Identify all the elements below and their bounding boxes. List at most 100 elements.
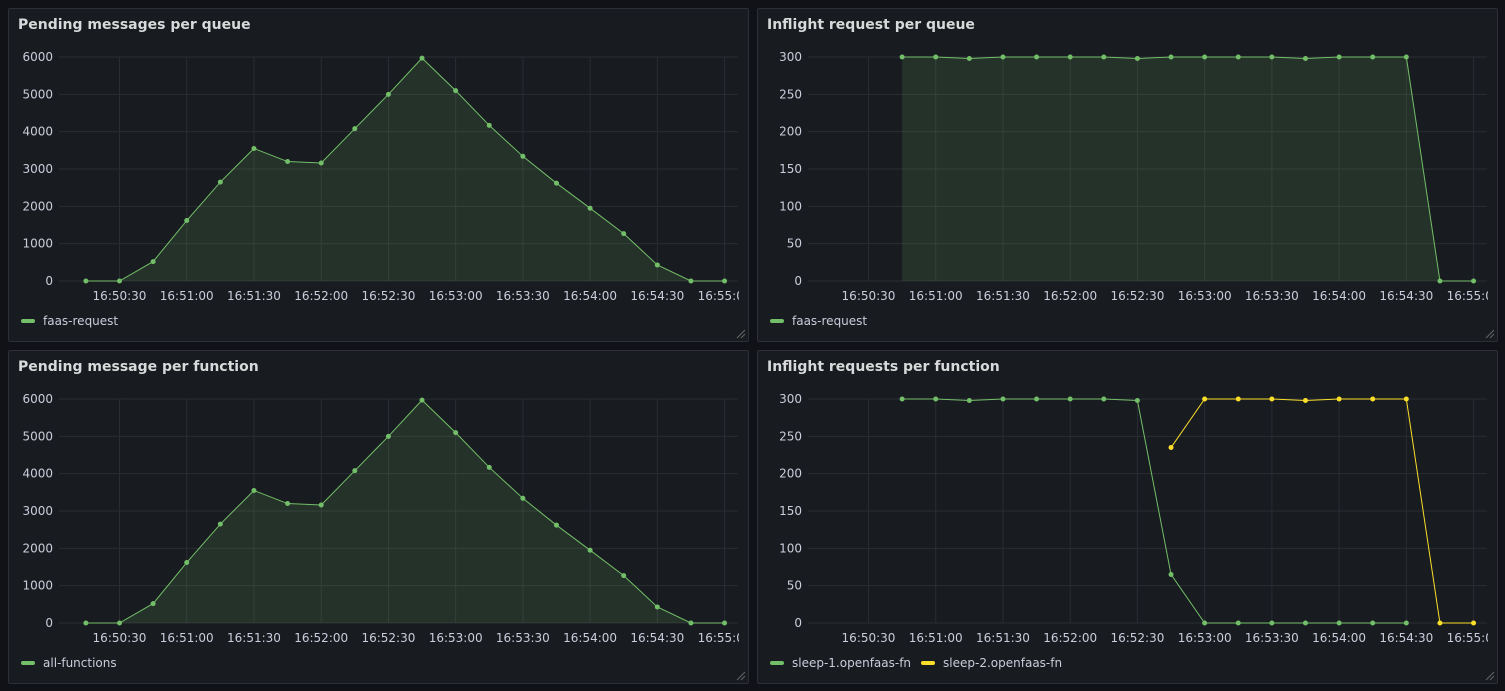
data-point[interactable] xyxy=(1302,55,1308,61)
panel-title[interactable]: Pending message per function xyxy=(18,359,259,375)
data-point[interactable] xyxy=(1101,396,1107,402)
data-point[interactable] xyxy=(1403,620,1409,626)
data-point[interactable] xyxy=(1134,55,1140,61)
data-point[interactable] xyxy=(520,495,526,501)
legend-item[interactable]: sleep-2.openfaas-fn xyxy=(921,656,1062,670)
panel-pending-message-per-function[interactable]: Pending message per function 0 1000 2000 30… xyxy=(8,350,749,684)
data-point[interactable] xyxy=(1403,54,1409,60)
data-point[interactable] xyxy=(1370,620,1376,626)
data-point[interactable] xyxy=(318,502,324,508)
data-point[interactable] xyxy=(486,464,492,470)
data-point[interactable] xyxy=(1370,54,1376,60)
data-point[interactable] xyxy=(1269,54,1275,60)
data-point[interactable] xyxy=(1302,620,1308,626)
data-point[interactable] xyxy=(184,560,190,566)
data-point[interactable] xyxy=(1134,397,1140,403)
data-point[interactable] xyxy=(1235,54,1241,60)
data-point[interactable] xyxy=(285,501,291,507)
series-line[interactable] xyxy=(902,398,1407,624)
data-point[interactable] xyxy=(83,278,89,284)
data-point[interactable] xyxy=(352,126,358,132)
data-point[interactable] xyxy=(899,396,905,402)
data-point[interactable] xyxy=(1000,54,1006,60)
data-point[interactable] xyxy=(1235,620,1241,626)
data-point[interactable] xyxy=(654,262,660,268)
data-point[interactable] xyxy=(385,91,391,97)
data-point[interactable] xyxy=(453,430,459,436)
data-point[interactable] xyxy=(419,397,425,403)
data-point[interactable] xyxy=(722,278,728,284)
series-line[interactable] xyxy=(902,56,1474,282)
data-point[interactable] xyxy=(1437,620,1443,626)
data-point[interactable] xyxy=(966,397,972,403)
data-point[interactable] xyxy=(688,620,694,626)
data-point[interactable] xyxy=(1168,54,1174,60)
chart-pending-messages-per-queue[interactable]: 0 1000 2000 3000 4000 5000 6000 16:50:30 16:51:0… xyxy=(9,9,750,343)
data-point[interactable] xyxy=(688,278,694,284)
data-point[interactable] xyxy=(1336,54,1342,60)
data-point[interactable] xyxy=(1471,620,1477,626)
chart-inflight-request-per-queue[interactable]: 0 50 100 150 200 250 300 16:50:30 16:51:00 16:51:… xyxy=(758,9,1499,343)
data-point[interactable] xyxy=(1302,397,1308,403)
data-point[interactable] xyxy=(117,278,123,284)
resize-handle-icon[interactable] xyxy=(736,329,746,339)
data-point[interactable] xyxy=(1168,571,1174,577)
data-point[interactable] xyxy=(587,205,593,211)
data-point[interactable] xyxy=(1067,396,1073,402)
data-point[interactable] xyxy=(1067,54,1073,60)
data-point[interactable] xyxy=(1403,396,1409,402)
data-point[interactable] xyxy=(1437,278,1443,284)
resize-handle-icon[interactable] xyxy=(736,671,746,681)
panel-inflight-request-per-queue[interactable]: Inflight request per queue 0 50 100 150 200 2… xyxy=(757,8,1498,342)
data-point[interactable] xyxy=(1471,278,1477,284)
data-point[interactable] xyxy=(621,573,627,579)
data-point[interactable] xyxy=(654,604,660,610)
data-point[interactable] xyxy=(486,122,492,128)
legend-item[interactable]: faas-request xyxy=(770,314,867,328)
data-point[interactable] xyxy=(966,55,972,61)
data-point[interactable] xyxy=(1034,54,1040,60)
panel-title[interactable]: Pending messages per queue xyxy=(18,17,251,33)
data-point[interactable] xyxy=(1269,620,1275,626)
panel-title[interactable]: Inflight request per queue xyxy=(767,17,975,33)
data-point[interactable] xyxy=(722,620,728,626)
data-point[interactable] xyxy=(453,88,459,94)
data-point[interactable] xyxy=(1034,396,1040,402)
data-point[interactable] xyxy=(520,153,526,159)
panel-inflight-requests-per-function[interactable]: Inflight requests per function 0 50 100 150… xyxy=(757,350,1498,684)
data-point[interactable] xyxy=(1235,396,1241,402)
data-point[interactable] xyxy=(385,433,391,439)
series-line[interactable] xyxy=(1170,398,1474,624)
data-point[interactable] xyxy=(1336,620,1342,626)
data-point[interactable] xyxy=(419,55,425,61)
data-point[interactable] xyxy=(1101,54,1107,60)
data-point[interactable] xyxy=(621,231,627,237)
data-point[interactable] xyxy=(251,487,257,493)
chart-inflight-requests-per-function[interactable]: 0 50 100 150 200 250 300 16:50:30 16:51:00 16:51:… xyxy=(758,351,1499,685)
resize-handle-icon[interactable] xyxy=(1485,671,1495,681)
panel-title[interactable]: Inflight requests per function xyxy=(767,359,1000,375)
data-point[interactable] xyxy=(251,145,257,151)
data-point[interactable] xyxy=(1202,396,1208,402)
data-point[interactable] xyxy=(933,396,939,402)
data-point[interactable] xyxy=(1202,54,1208,60)
legend-item[interactable]: sleep-1.openfaas-fn xyxy=(770,656,911,670)
data-point[interactable] xyxy=(553,522,559,528)
data-point[interactable] xyxy=(587,547,593,553)
chart-pending-message-per-function[interactable]: 0 1000 2000 3000 4000 5000 6000 16:50:30 16:51:0… xyxy=(9,351,750,685)
data-point[interactable] xyxy=(553,180,559,186)
data-point[interactable] xyxy=(83,620,89,626)
legend-item[interactable]: all-functions xyxy=(21,656,117,670)
panel-pending-messages-per-queue[interactable]: Pending messages per queue 0 1000 2000 3000… xyxy=(8,8,749,342)
legend-item[interactable]: faas-request xyxy=(21,314,118,328)
data-point[interactable] xyxy=(1202,620,1208,626)
data-point[interactable] xyxy=(117,620,123,626)
series-line[interactable] xyxy=(85,399,725,624)
data-point[interactable] xyxy=(1370,396,1376,402)
data-point[interactable] xyxy=(217,179,223,185)
data-point[interactable] xyxy=(150,601,156,607)
data-point[interactable] xyxy=(933,54,939,60)
data-point[interactable] xyxy=(217,521,223,527)
data-point[interactable] xyxy=(1269,396,1275,402)
data-point[interactable] xyxy=(1168,445,1174,451)
